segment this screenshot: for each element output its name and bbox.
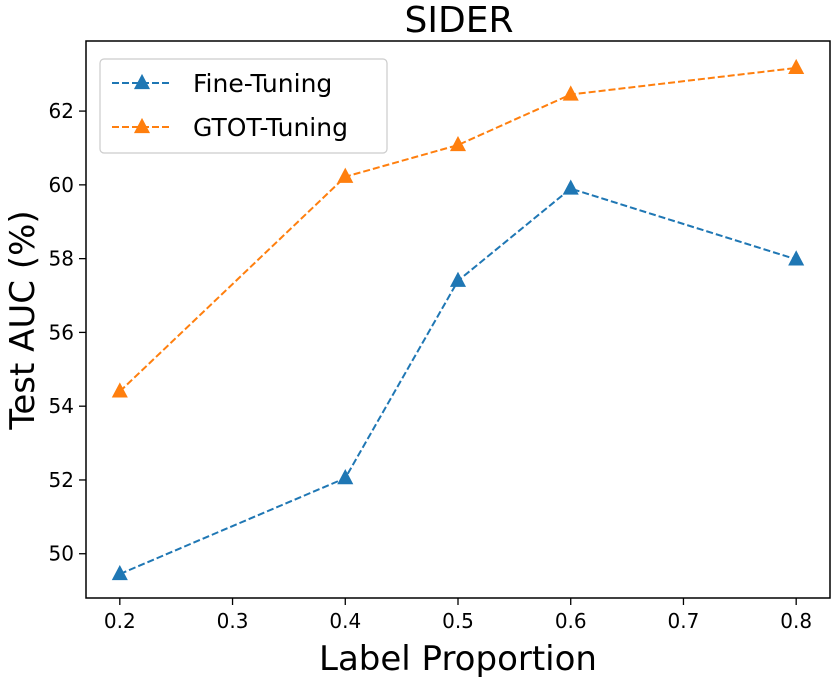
x-tick-label: 0.4 bbox=[329, 609, 361, 633]
x-tick-label: 0.8 bbox=[780, 609, 812, 633]
legend-label: GTOT-Tuning bbox=[193, 113, 348, 142]
chart-title: SIDER bbox=[405, 0, 514, 41]
series-layer bbox=[111, 58, 805, 581]
data-point bbox=[788, 58, 805, 75]
legend-item: GTOT-Tuning bbox=[112, 113, 348, 142]
x-axis: 0.2 0.3 0.4 0.5 0.6 0.7 0.8 bbox=[104, 598, 812, 633]
legend-marker bbox=[133, 73, 151, 90]
data-point bbox=[788, 250, 805, 266]
x-tick-label: 0.2 bbox=[104, 609, 136, 633]
y-axis-label: Test AUC (%) bbox=[3, 210, 43, 430]
y-tick-label: 58 bbox=[49, 247, 74, 271]
data-point bbox=[562, 85, 579, 101]
data-point bbox=[111, 564, 128, 581]
y-tick-label: 60 bbox=[49, 173, 74, 197]
data-point bbox=[337, 167, 354, 183]
y-tick-label: 54 bbox=[49, 394, 74, 418]
x-tick-label: 0.5 bbox=[442, 609, 474, 633]
x-tick-label: 0.3 bbox=[217, 609, 249, 633]
legend-item: Fine-Tuning bbox=[112, 69, 332, 98]
x-tick-label: 0.6 bbox=[555, 609, 587, 633]
y-tick-label: 52 bbox=[49, 468, 74, 492]
legend: Fine-Tuning GTOT-Tuning bbox=[99, 58, 388, 154]
x-axis-label: Label Proportion bbox=[319, 639, 597, 679]
data-point bbox=[337, 469, 354, 485]
data-point bbox=[111, 382, 128, 398]
series-gtot-tuning bbox=[111, 58, 805, 398]
y-tick-label: 50 bbox=[49, 542, 74, 566]
y-tick-label: 62 bbox=[49, 99, 74, 123]
legend-marker bbox=[133, 117, 151, 134]
series-line bbox=[119, 187, 797, 575]
series-fine-tuning bbox=[111, 179, 805, 581]
data-point bbox=[449, 271, 467, 287]
y-tick-label: 56 bbox=[49, 320, 74, 344]
data-point bbox=[562, 179, 579, 195]
legend-label: Fine-Tuning bbox=[193, 69, 332, 98]
y-axis: 50 52 54 56 58 60 62 bbox=[49, 99, 86, 566]
data-point bbox=[449, 135, 467, 152]
legend-box bbox=[99, 58, 388, 154]
x-tick-label: 0.7 bbox=[668, 609, 700, 633]
